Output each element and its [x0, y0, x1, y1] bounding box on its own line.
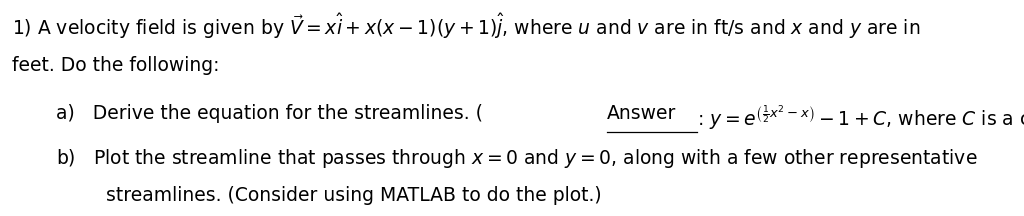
Text: 1) A velocity field is given by $\vec{V} = x\hat{i} + x(x-1)(y+1)\hat{j}$, where: 1) A velocity field is given by $\vec{V}… [12, 11, 921, 41]
Text: streamlines. (Consider using MATLAB to do the plot.): streamlines. (Consider using MATLAB to d… [106, 186, 602, 205]
Text: : $y = e^{\left(\frac{1}{2}x^2-x\right)} - 1 + C$, where $C$ is a constant): : $y = e^{\left(\frac{1}{2}x^2-x\right)}… [696, 104, 1024, 132]
Text: a)   Derive the equation for the streamlines. (: a) Derive the equation for the streamlin… [56, 104, 483, 123]
Text: b)   Plot the streamline that passes through $x = 0$ and $y = 0$, along with a f: b) Plot the streamline that passes throu… [56, 147, 978, 170]
Text: Answer: Answer [607, 104, 677, 123]
Text: feet. Do the following:: feet. Do the following: [12, 56, 220, 75]
